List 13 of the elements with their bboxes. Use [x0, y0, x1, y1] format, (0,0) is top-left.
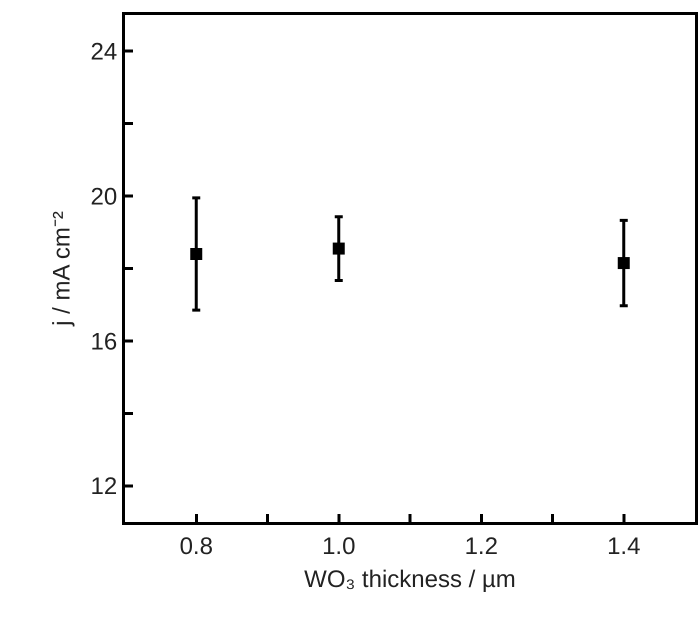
y-tick-label: 24 [90, 38, 118, 66]
point [190, 248, 202, 260]
x-axis-title: WO₃ thickness / µm [304, 566, 516, 594]
x-tick-label: 0.8 [180, 532, 213, 560]
y-tick-label: 20 [90, 183, 118, 210]
y-tick-label: 16 [90, 328, 118, 356]
x-tick-label: 1.0 [322, 532, 356, 560]
point [618, 257, 630, 270]
x-tick-label: 1.4 [607, 532, 640, 560]
x-tick-label: 1.2 [464, 532, 498, 560]
y-axis-title: j / mA cm⁻² [48, 211, 76, 327]
point [332, 242, 345, 255]
y-tick-label: 12 [90, 473, 118, 500]
